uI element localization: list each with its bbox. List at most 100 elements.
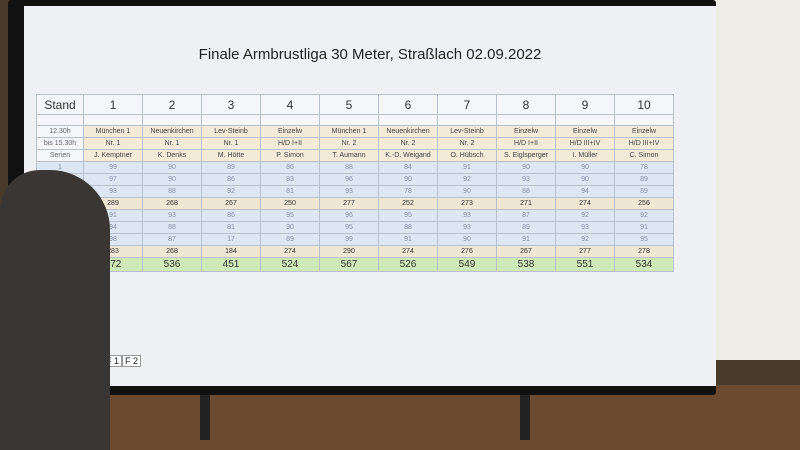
cell[interactable]: 92 [555,233,615,246]
cell[interactable]: 273 [437,197,497,210]
cell[interactable] [378,114,438,126]
cell[interactable]: 90 [378,173,438,186]
cell[interactable]: Einzelw [496,125,556,138]
cell[interactable] [201,114,261,126]
cell[interactable]: 84 [378,161,438,174]
cell[interactable]: 5 [319,94,379,115]
cell[interactable]: 290 [319,245,379,258]
cell[interactable]: 268 [142,197,202,210]
cell[interactable]: 78 [614,161,674,174]
cell[interactable]: 91 [378,233,438,246]
cell[interactable]: 267 [496,245,556,258]
cell[interactable]: 90 [437,185,497,198]
cell[interactable]: 267 [201,197,261,210]
cell[interactable]: 90 [142,161,202,174]
cell[interactable]: 451 [201,257,261,272]
cell[interactable] [614,114,674,126]
cell[interactable]: K.-D. Weigand [378,149,438,162]
cell[interactable]: 89 [614,173,674,186]
cell[interactable]: 277 [319,197,379,210]
cell[interactable]: 90 [437,233,497,246]
cell[interactable] [496,114,556,126]
cell[interactable]: S. Eiglsperger [496,149,556,162]
cell[interactable]: H/D I+II [260,137,320,150]
cell[interactable]: M. Hötte [201,149,261,162]
cell[interactable]: 92 [555,209,615,222]
cell[interactable]: 252 [378,197,438,210]
cell[interactable]: O. Hübsch [437,149,497,162]
cell[interactable]: 551 [555,257,615,272]
cell[interactable]: 9 [555,94,615,115]
cell[interactable]: 95 [319,221,379,234]
cell[interactable]: H/D I+II [496,137,556,150]
cell[interactable]: 93 [319,185,379,198]
cell[interactable]: H/D III+IV [555,137,615,150]
cell[interactable]: 89 [614,185,674,198]
cell[interactable]: 97 [83,173,143,186]
cell[interactable]: 274 [378,245,438,258]
cell[interactable]: 95 [378,209,438,222]
row-label[interactable]: bis 15.30h [36,137,84,150]
cell[interactable]: Einzelw [260,125,320,138]
cell[interactable]: 90 [142,173,202,186]
cell[interactable]: 256 [614,197,674,210]
cell[interactable]: 83 [260,173,320,186]
cell[interactable]: 95 [614,233,674,246]
cell[interactable]: 88 [319,161,379,174]
cell[interactable]: 95 [260,209,320,222]
cell[interactable]: 538 [496,257,556,272]
cell[interactable]: 10 [614,94,674,115]
cell[interactable]: Neuenkirchen [378,125,438,138]
cell[interactable]: 81 [201,221,261,234]
cell[interactable] [555,114,615,126]
cell[interactable]: 93 [555,221,615,234]
cell[interactable]: 86 [260,161,320,174]
cell[interactable]: Nr. 1 [201,137,261,150]
cell[interactable]: 274 [260,245,320,258]
cell[interactable]: I. Müller [555,149,615,162]
cell[interactable]: Neuenkirchen [142,125,202,138]
cell[interactable]: 99 [319,233,379,246]
cell[interactable]: 549 [437,257,497,272]
cell[interactable]: 88 [142,221,202,234]
cell[interactable]: 91 [614,221,674,234]
cell[interactable]: 536 [142,257,202,272]
cell[interactable]: 92 [437,173,497,186]
cell[interactable]: 94 [555,185,615,198]
cell[interactable]: 534 [614,257,674,272]
cell[interactable]: 274 [555,197,615,210]
cell[interactable]: 91 [496,233,556,246]
cell[interactable]: 1 [83,94,143,115]
cell[interactable]: 93 [496,173,556,186]
cell[interactable]: 88 [496,185,556,198]
cell[interactable]: C. Simon [614,149,674,162]
cell[interactable]: 96 [319,209,379,222]
cell[interactable]: 87 [142,233,202,246]
cell[interactable]: Einzelw [555,125,615,138]
cell[interactable] [83,114,143,126]
cell[interactable]: Lev-Steinb [437,125,497,138]
cell[interactable]: 81 [260,185,320,198]
cell[interactable]: 93 [437,209,497,222]
cell[interactable]: 89 [260,233,320,246]
cell[interactable]: 277 [555,245,615,258]
sheet-tab[interactable]: F 1 [103,355,123,367]
cell[interactable]: 88 [142,185,202,198]
cell[interactable]: 90 [555,173,615,186]
cell[interactable]: 2 [142,94,202,115]
cell[interactable]: 89 [496,221,556,234]
cell[interactable]: 92 [201,185,261,198]
cell[interactable]: München 1 [83,125,143,138]
cell[interactable]: 96 [319,173,379,186]
row-label[interactable] [36,114,84,126]
row-label[interactable]: Stand [36,94,84,115]
cell[interactable]: 99 [83,161,143,174]
cell[interactable]: 278 [614,245,674,258]
cell[interactable]: K. Denks [142,149,202,162]
cell[interactable]: 184 [201,245,261,258]
cell[interactable]: 567 [319,257,379,272]
cell[interactable]: 90 [260,221,320,234]
cell[interactable]: 93 [142,209,202,222]
cell[interactable]: 3 [201,94,261,115]
cell[interactable] [142,114,202,126]
